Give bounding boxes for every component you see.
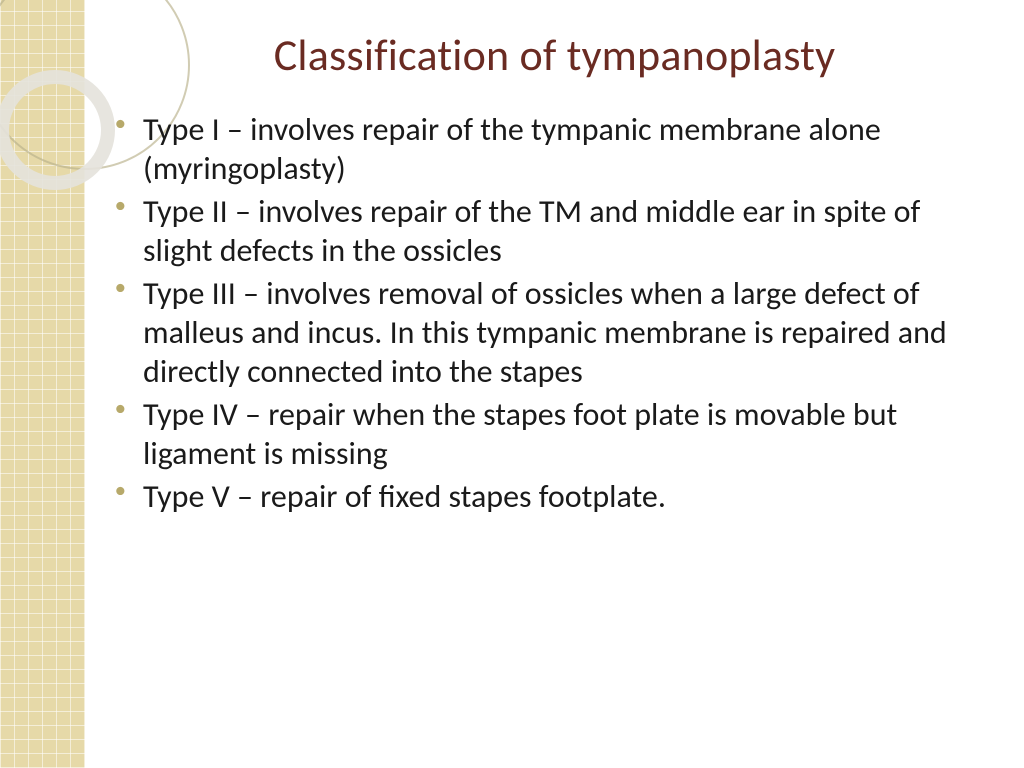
slide-content: Classification of tympanoplasty Type I –…: [115, 28, 994, 520]
bullet-text: Type V – repair of fixed stapes footplat…: [143, 477, 666, 516]
bullet-text: Type II – involves repair of the TM and …: [143, 192, 920, 270]
list-item: Type III – involves removal of ossicles …: [143, 274, 994, 391]
list-item: Type IV – repair when the stapes foot pl…: [143, 395, 994, 473]
bullet-text: Type III – involves removal of ossicles …: [143, 274, 947, 391]
slide-title: Classification of tympanoplasty: [115, 28, 994, 82]
bullet-text: Type IV – repair when the stapes foot pl…: [143, 395, 897, 473]
list-item: Type II – involves repair of the TM and …: [143, 192, 994, 270]
bullet-list: Type I – involves repair of the tympanic…: [115, 110, 994, 516]
list-item: Type V – repair of fixed stapes footplat…: [143, 477, 994, 516]
bullet-text: Type I – involves repair of the tympanic…: [143, 110, 881, 188]
decorative-ring-small: [0, 70, 115, 190]
list-item: Type I – involves repair of the tympanic…: [143, 110, 994, 188]
